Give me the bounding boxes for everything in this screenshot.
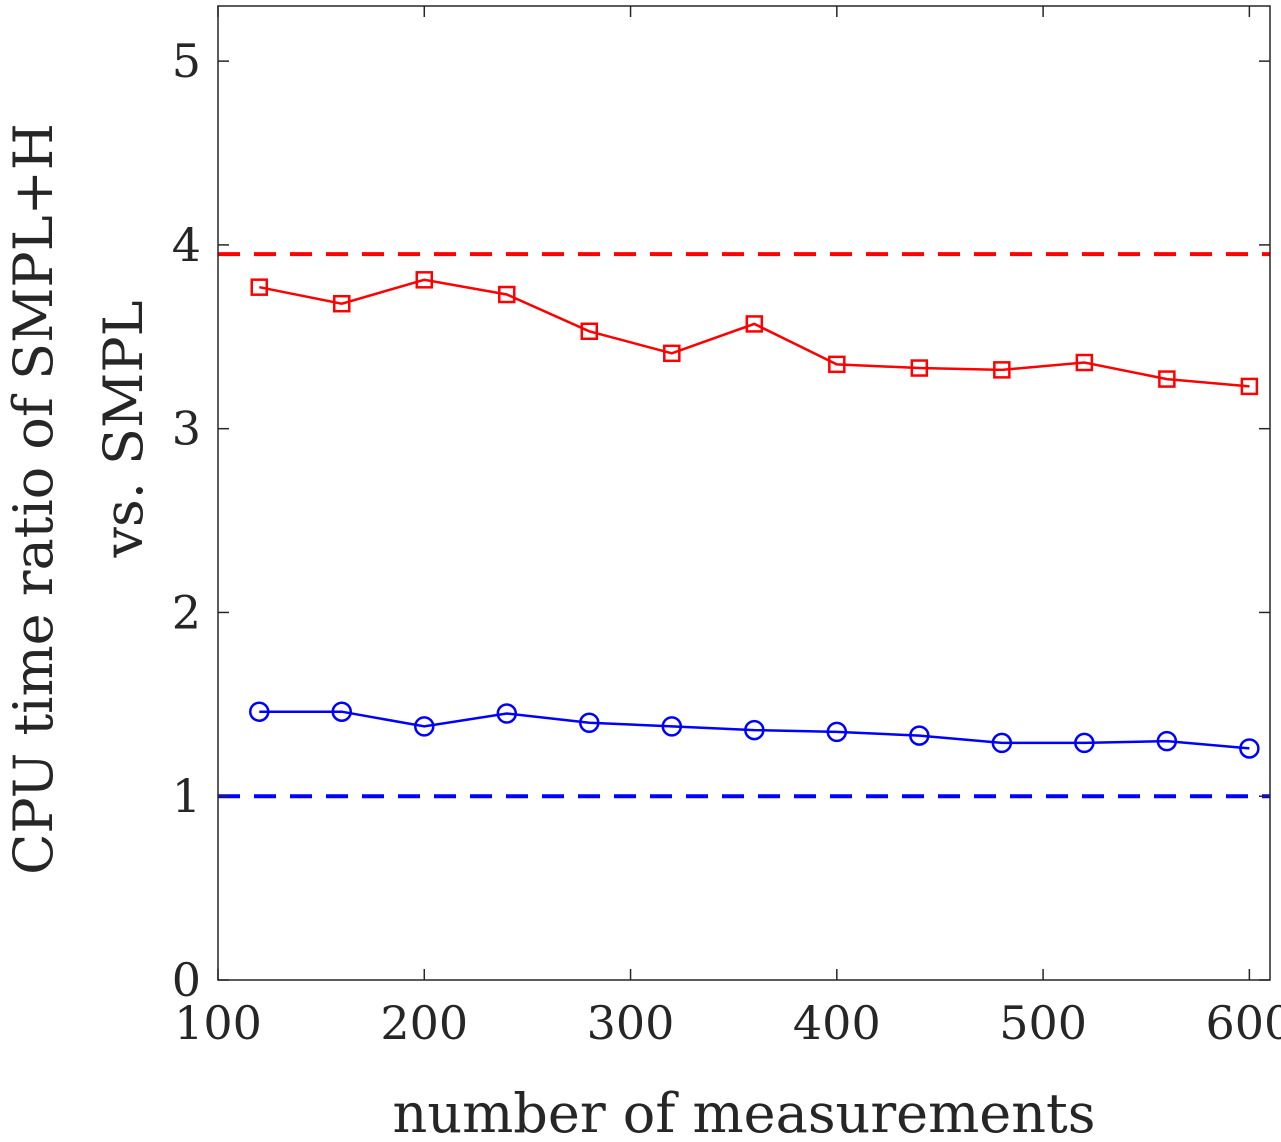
x-tick-label: 500 xyxy=(999,996,1087,1050)
data-point-circle xyxy=(496,703,518,724)
x-tick-label: 400 xyxy=(793,996,881,1050)
data-point-square xyxy=(1240,377,1259,396)
y-axis-label-line-2: vs. SMPL xyxy=(92,300,155,558)
y-axis-label-line-1: CPU time ratio of SMPL+H xyxy=(2,123,65,875)
data-point-square xyxy=(1158,370,1176,388)
data-point-circle xyxy=(661,716,683,737)
y-axis-label: CPU time ratio of SMPL+H vs. SMPL xyxy=(2,123,155,875)
x-tick-label: 300 xyxy=(587,996,675,1050)
data-point-circle xyxy=(331,701,353,722)
data-point-square xyxy=(250,278,269,296)
y-tick-label: 1 xyxy=(172,769,201,823)
data-point-circle xyxy=(991,732,1013,754)
data-point-square xyxy=(333,294,351,313)
y-tick-label: 2 xyxy=(172,585,201,639)
x-tick-label: 100 xyxy=(174,996,262,1050)
data-point-circle xyxy=(744,719,765,741)
series-layer xyxy=(249,271,1260,759)
data-point-circle xyxy=(579,712,600,733)
x-axis-label: number of measurements xyxy=(393,1082,1096,1142)
data-point-square xyxy=(663,344,681,363)
x-tick-label: 600 xyxy=(1205,996,1281,1050)
data-point-circle xyxy=(909,725,930,746)
data-point-square xyxy=(910,359,929,377)
data-point-circle xyxy=(249,701,270,722)
data-point-square xyxy=(1075,353,1094,372)
y-tick-label: 3 xyxy=(172,402,201,456)
y-tick-label: 0 xyxy=(172,953,201,1007)
data-point-circle xyxy=(1239,738,1260,759)
y-tick-label: 4 xyxy=(172,218,201,272)
x-tick-label: 200 xyxy=(380,996,468,1050)
reference-lines xyxy=(218,252,1270,799)
plot-frame xyxy=(217,5,1271,981)
series-line-0 xyxy=(259,278,1250,388)
data-point-square xyxy=(580,322,599,341)
y-tick-label: 5 xyxy=(172,34,201,88)
ticks: 100 200 300 400 500 600 0 1 2 3 4 5 xyxy=(172,6,1281,1050)
data-point-square xyxy=(993,361,1011,379)
data-point-circle xyxy=(1074,732,1095,754)
data-point-square xyxy=(498,285,516,304)
data-point-circle xyxy=(414,716,435,737)
data-point-circle xyxy=(1156,730,1178,752)
data-point-square xyxy=(828,355,846,374)
series-line-1 xyxy=(259,710,1250,750)
data-point-square xyxy=(415,271,434,289)
data-point-square xyxy=(745,315,764,333)
data-point-circle xyxy=(826,721,848,743)
